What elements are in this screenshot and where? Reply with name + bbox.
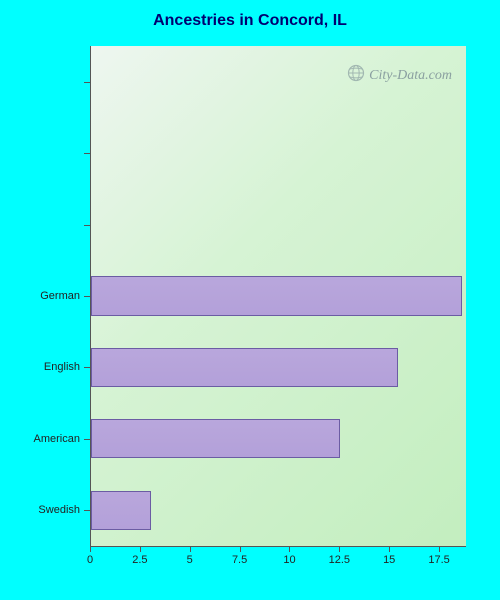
x-tick-label: 5 xyxy=(170,554,210,566)
y-category-label: American xyxy=(20,433,80,445)
globe-icon xyxy=(347,64,365,87)
y-tick xyxy=(84,296,90,297)
x-tick-label: 0 xyxy=(70,554,110,566)
x-tick-label: 15 xyxy=(369,554,409,566)
x-tick xyxy=(190,546,191,552)
x-tick-label: 7.5 xyxy=(220,554,260,566)
y-category-label: Swedish xyxy=(20,504,80,516)
x-tick-label: 12.5 xyxy=(319,554,359,566)
y-tick xyxy=(84,439,90,440)
plot-wrapper: City-Data.com 0 2.5 5 7.5 10 12.5 15 17.5 German… xyxy=(20,36,480,586)
x-tick xyxy=(439,546,440,552)
bar xyxy=(91,491,151,530)
x-tick xyxy=(389,546,390,552)
y-tick xyxy=(84,367,90,368)
x-tick xyxy=(339,546,340,552)
x-tick xyxy=(240,546,241,552)
x-tick-label: 2.5 xyxy=(120,554,160,566)
x-tick xyxy=(140,546,141,552)
x-tick xyxy=(289,546,290,552)
chart-title: Ancestries in Concord, IL xyxy=(0,0,500,36)
y-tick xyxy=(84,225,90,226)
y-tick xyxy=(84,82,90,83)
watermark-text: City-Data.com xyxy=(369,68,452,84)
y-category-label: English xyxy=(20,361,80,373)
y-tick xyxy=(84,510,90,511)
y-tick xyxy=(84,153,90,154)
bar xyxy=(91,419,340,458)
plot-area: City-Data.com xyxy=(90,46,466,547)
bar xyxy=(91,276,462,315)
x-tick-label: 10 xyxy=(269,554,309,566)
y-category-label: German xyxy=(20,290,80,302)
bar xyxy=(91,348,398,387)
x-tick xyxy=(90,546,91,552)
x-tick-label: 17.5 xyxy=(419,554,459,566)
watermark: City-Data.com xyxy=(347,64,452,87)
